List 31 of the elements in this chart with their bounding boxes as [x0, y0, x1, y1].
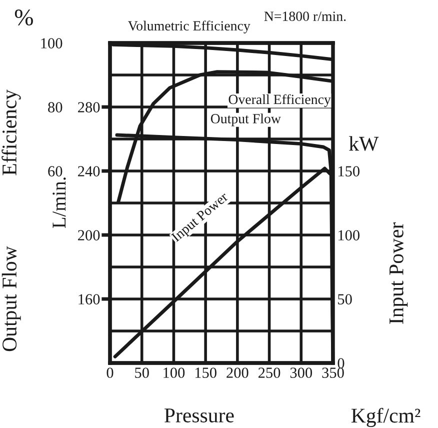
y3-tick-label: 160: [78, 294, 100, 304]
series-label: Output Flow: [210, 114, 281, 126]
y3-tick-label: 240: [78, 166, 100, 176]
y2-tick-label: 150: [338, 166, 360, 176]
text: kW: [349, 136, 379, 151]
series-label: Volumetric Efficiency: [128, 20, 250, 34]
text: Kgf/cm²: [351, 408, 420, 427]
x-tick-label: 300: [290, 368, 312, 378]
y3-axis-title: Output Flow: [2, 246, 21, 352]
y2-axis-title: Input Power: [390, 222, 408, 324]
y-tick-label: 100: [41, 38, 62, 48]
y3-tick-label: 280: [78, 102, 100, 112]
series-label: Overall Efficiency: [228, 94, 331, 107]
y-tick-label: 60: [48, 166, 62, 176]
text: %: [14, 9, 33, 26]
x-axis-title: Pressure: [164, 408, 234, 422]
x-tick-label: 0: [106, 368, 114, 378]
x-tick-label: 150: [195, 368, 216, 378]
y-tick-label: 80: [48, 102, 62, 112]
y-axis-title: Efficiency: [2, 89, 21, 176]
x-tick-label: 250: [258, 368, 280, 378]
y2-tick-label: 100: [338, 230, 360, 240]
text: L/min.: [52, 177, 66, 228]
x-tick-label: 350: [322, 368, 344, 378]
text: N=1800 r/min.: [264, 12, 346, 22]
y2-tick-label: 0: [338, 358, 344, 368]
y2-tick-label: 50: [338, 294, 352, 304]
x-tick-label: 200: [226, 368, 248, 378]
x-tick-label: 100: [164, 368, 185, 378]
x-tick-label: 50: [135, 368, 149, 378]
y3-tick-label: 200: [78, 230, 100, 240]
